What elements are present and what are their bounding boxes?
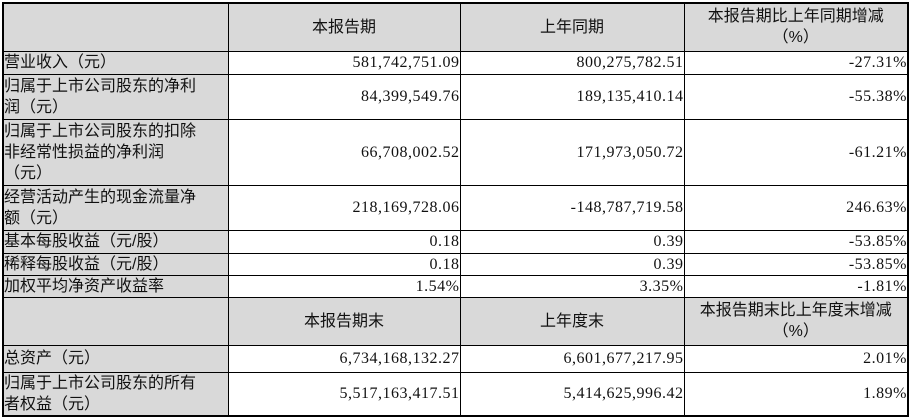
value-current: 1.54% (227, 274, 461, 298)
value-prior: 171,973,050.72 (459, 118, 685, 186)
table-row-operating-revenue: 营业收入（元） 581,742,751.09 800,275,782.51 -2… (2, 50, 909, 75)
value-prior: 6,601,677,217.95 (459, 344, 685, 373)
value-change: -1.81% (683, 274, 909, 298)
value-change: -61.21% (683, 118, 909, 186)
value-current: 218,169,728.06 (227, 184, 461, 231)
table-row-diluted-eps: 稀释每股收益（元/股） 0.18 0.39 -53.85% (2, 252, 909, 276)
value-current: 66,708,002.52 (227, 118, 461, 186)
header-current-period-end: 本报告期末 (227, 296, 461, 346)
header-prior-year-end: 上年度末 (459, 296, 685, 346)
header-change-pct-period-end: 本报告期末比上年度末增减 （%） (683, 296, 909, 346)
value-prior: 800,275,782.51 (459, 50, 685, 75)
metric-label: 稀释每股收益（元/股） (2, 252, 229, 276)
value-change: 246.63% (683, 184, 909, 231)
header-row-period-end: 本报告期末 上年度末 本报告期末比上年度末增减 （%） (2, 296, 909, 346)
value-change: -53.85% (683, 229, 909, 254)
header-blank-cell (2, 296, 229, 346)
metric-label: 基本每股收益（元/股） (2, 229, 229, 254)
table-row-weighted-avg-roe: 加权平均净资产收益率 1.54% 3.35% -1.81% (2, 274, 909, 298)
table-row-total-assets: 总资产（元） 6,734,168,132.27 6,601,677,217.95… (2, 344, 909, 373)
value-prior: 0.39 (459, 229, 685, 254)
metric-label: 归属于上市公司股东的净利 润（元） (2, 73, 229, 120)
metric-label: 营业收入（元） (2, 50, 229, 75)
value-prior: 5,414,625,996.42 (459, 371, 685, 416)
metric-label: 加权平均净资产收益率 (2, 274, 229, 298)
value-current: 581,742,751.09 (227, 50, 461, 75)
header-change-pct: 本报告期比上年同期增减 （%） (683, 2, 909, 52)
metric-label: 归属于上市公司股东的扣除 非经常性损益的净利润 （元） (2, 118, 229, 186)
value-change: 1.89% (683, 371, 909, 416)
table-row-equity-attributable-to-shareholders: 归属于上市公司股东的所有 者权益（元） 5,517,163,417.51 5,4… (2, 371, 909, 416)
value-change: -53.85% (683, 252, 909, 276)
value-prior: 3.35% (459, 274, 685, 298)
value-current: 0.18 (227, 229, 461, 254)
table-row-basic-eps: 基本每股收益（元/股） 0.18 0.39 -53.85% (2, 229, 909, 254)
value-prior: 0.39 (459, 252, 685, 276)
header-row-current-period: 本报告期 上年同期 本报告期比上年同期增减 （%） (2, 2, 909, 52)
header-current-period: 本报告期 (227, 2, 461, 52)
metric-label: 归属于上市公司股东的所有 者权益（元） (2, 371, 229, 416)
header-blank-cell (2, 2, 229, 52)
metric-label: 经营活动产生的现金流量净 额（元） (2, 184, 229, 231)
table-row-operating-cash-flow: 经营活动产生的现金流量净 额（元） 218,169,728.06 -148,78… (2, 184, 909, 231)
value-change: 2.01% (683, 344, 909, 373)
value-current: 84,399,549.76 (227, 73, 461, 120)
value-prior: -148,787,719.58 (459, 184, 685, 231)
value-current: 6,734,168,132.27 (227, 344, 461, 373)
value-prior: 189,135,410.14 (459, 73, 685, 120)
table-row-net-profit: 归属于上市公司股东的净利 润（元） 84,399,549.76 189,135,… (2, 73, 909, 120)
value-current: 0.18 (227, 252, 461, 276)
metric-label: 总资产（元） (2, 344, 229, 373)
value-change: -55.38% (683, 73, 909, 120)
table-row-net-profit-excl-nonrecurring: 归属于上市公司股东的扣除 非经常性损益的净利润 （元） 66,708,002.5… (2, 118, 909, 186)
value-current: 5,517,163,417.51 (227, 371, 461, 416)
header-prior-period: 上年同期 (459, 2, 685, 52)
value-change: -27.31% (683, 50, 909, 75)
